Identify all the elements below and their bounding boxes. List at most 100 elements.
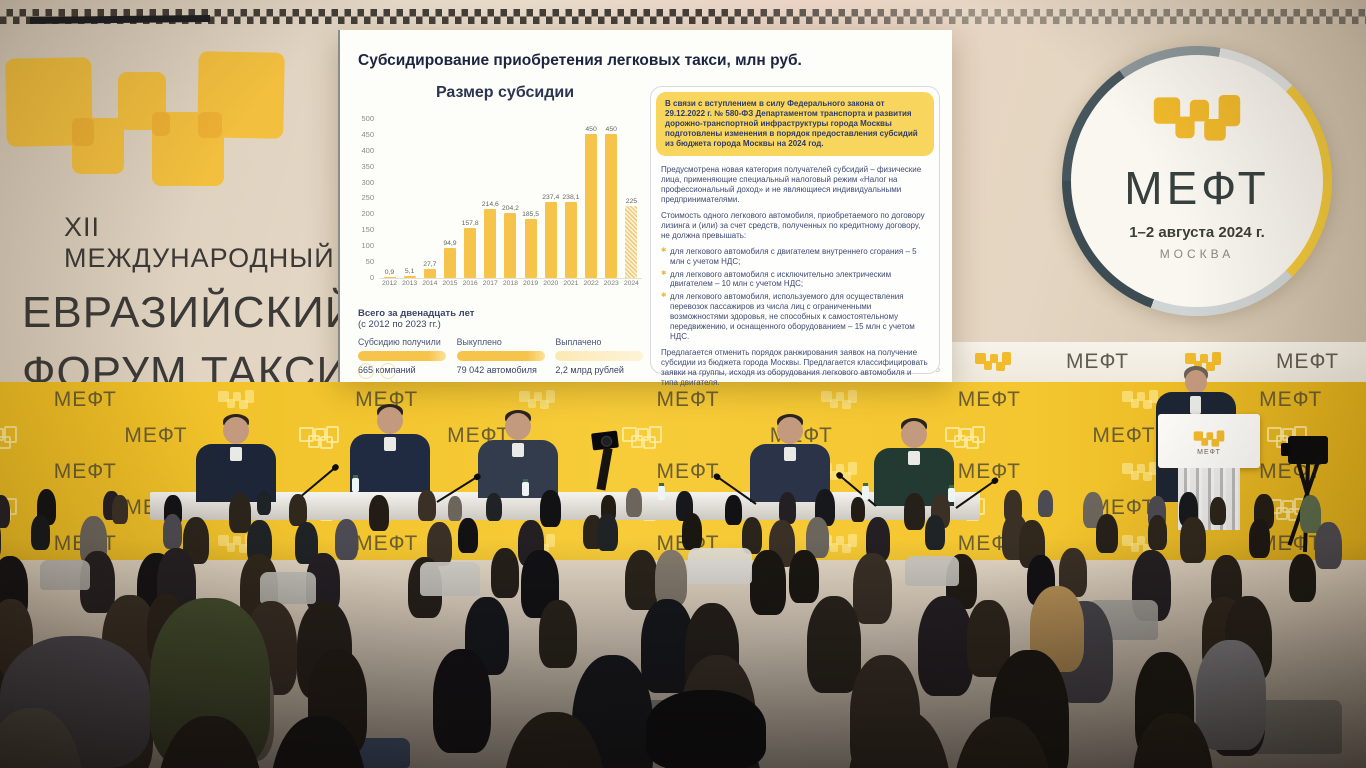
audience-person	[30, 515, 50, 551]
panel-table	[150, 492, 980, 520]
chair-back	[905, 556, 959, 586]
backdrop-cell	[161, 388, 312, 412]
y-tick-label: 200	[361, 209, 374, 219]
totals-label: Выплачено	[555, 337, 602, 347]
totals-col-paid: Выплачено 2,2 млрд рублей	[555, 337, 654, 375]
backdrop-logo-text: МЕФТ	[656, 460, 720, 483]
totals-heading: Всего за двенадцать лет	[358, 308, 475, 319]
backdrop-cell	[559, 424, 720, 449]
chart-y-axis: 500 450 400 350 300 250 200 150 100 50 0	[354, 114, 379, 282]
audience-person	[626, 488, 643, 517]
lectern: МЕФТ	[1158, 414, 1260, 530]
taxi-checker-logo	[1153, 90, 1241, 148]
backdrop-cell: МЕФТ	[613, 460, 764, 484]
water-bottle	[352, 475, 359, 492]
x-tick-label: 2013	[402, 280, 418, 287]
bar-slot: 94,9 2015	[440, 240, 459, 287]
info-paragraph: Предусмотрена новая категория получателе…	[661, 165, 922, 205]
speaker-shirt	[908, 451, 920, 465]
bar-value-label: 157,8	[461, 219, 479, 227]
audience-person	[1299, 494, 1322, 534]
taxi-checker-logo	[621, 424, 662, 449]
audience-person	[485, 492, 502, 522]
bar	[504, 212, 517, 278]
x-tick-label: 2018	[502, 280, 518, 287]
x-tick-label: 2023	[603, 280, 619, 287]
bar-slot: 185,5 2019	[521, 211, 540, 287]
bar	[464, 227, 477, 278]
forum-title-line1: ЕВРАЗИЙСКИЙ	[22, 288, 358, 337]
taxi-checker-logo	[299, 424, 340, 449]
bar	[585, 134, 598, 278]
slide-title: Субсидирование приобретения легковых так…	[358, 52, 802, 69]
audience-person	[540, 489, 562, 527]
logo-overlap	[152, 112, 170, 136]
bar-slot: 204,2 2018	[501, 205, 520, 287]
bar-value-label: 27,7	[423, 261, 437, 269]
audience-person	[490, 548, 519, 599]
bar-slot: 238,1 2021	[561, 194, 580, 287]
speaker-shirt	[230, 447, 242, 461]
video-camera	[1281, 436, 1328, 464]
backdrop-cell: МЕФТ	[914, 460, 1065, 484]
audience-person	[1315, 521, 1342, 570]
audience-person	[851, 496, 866, 522]
y-tick-label: 500	[361, 114, 374, 123]
bar	[544, 202, 557, 278]
info-bullet: для легкового автомобиля, используемого …	[661, 292, 929, 342]
backdrop-cell: МЕФТ	[613, 388, 764, 412]
audience-person	[1210, 496, 1226, 526]
info-panel: В связи с вступлением в силу Федеральног…	[650, 86, 940, 387]
totals-columns: Субсидию получили 665 компаний Выкуплено…	[358, 337, 654, 375]
bar-slot: 214,6 2017	[481, 201, 500, 287]
bar	[605, 134, 618, 278]
y-tick-label: 450	[361, 129, 374, 139]
backdrop-logo-text: МЕФТ	[355, 532, 419, 555]
info-footer-paragraph: Предлагается отменить порядок ранжирован…	[661, 347, 928, 387]
audience-person	[539, 599, 578, 669]
speaker-shirt	[512, 443, 524, 457]
taxi-checker-logo	[1193, 428, 1225, 448]
totals-value: 2,2 млрд рублей	[555, 365, 624, 375]
audience-person	[1196, 640, 1266, 750]
backdrop-cell: МЕФТ	[311, 388, 462, 412]
info-paragraph: Стоимость одного легкового автомобиля, п…	[661, 211, 925, 240]
backdrop-cell	[882, 424, 1043, 449]
bar-slot: 5,1 2013	[400, 268, 419, 287]
info-bullet: для легкового автомобиля с двигателем вн…	[661, 247, 929, 267]
band-cell: МЕФТ	[1045, 350, 1150, 374]
taxi-checker-logo	[0, 424, 17, 449]
chair-back	[420, 562, 480, 596]
backdrop-cell: МЕФТ	[1043, 496, 1204, 520]
audience-person	[853, 553, 893, 624]
y-tick-label: 350	[361, 161, 374, 171]
bar-value-label: 0,9	[384, 269, 395, 276]
band-cell	[940, 350, 1045, 374]
presentation-slide: Субсидирование приобретения легковых так…	[338, 30, 952, 387]
lectern-logo-text: МЕФТ	[1197, 448, 1221, 456]
y-tick-label: 100	[361, 241, 374, 251]
y-tick-label: 300	[361, 177, 374, 187]
bar-slot: 157,8 2016	[461, 219, 480, 287]
taxi-checker-logo	[218, 388, 254, 412]
x-tick-label: 2024	[623, 280, 639, 287]
water-bottle	[522, 479, 529, 496]
band-cell: МЕФТ	[1255, 350, 1360, 374]
info-bullet-list: для легкового автомобиля с двигателем вн…	[661, 247, 929, 342]
backdrop-cell	[0, 424, 75, 449]
speaker-head	[223, 417, 249, 444]
backdrop-cell	[763, 388, 914, 412]
backdrop-cell	[237, 424, 398, 449]
bar-value-label: 237,4	[542, 194, 560, 202]
water-bottle	[948, 485, 955, 502]
backdrop-logo-text: МЕФТ	[1092, 424, 1156, 447]
totals-subheading: (с 2012 по 2023 гг.)	[358, 319, 441, 330]
chart-bars: 0,9 2012 5,1 2013 27,7 2014 94,9 2015 157,8 2016 2…	[379, 118, 642, 287]
y-tick-label: 250	[361, 193, 374, 203]
x-tick-label: 2019	[523, 280, 539, 287]
backdrop-logo-text: МЕФТ	[1065, 350, 1130, 373]
x-tick-label: 2014	[422, 280, 438, 287]
taxi-checker-logo	[1184, 350, 1221, 374]
backdrop-logo-text: МЕФТ	[53, 388, 117, 411]
bar	[423, 269, 436, 278]
